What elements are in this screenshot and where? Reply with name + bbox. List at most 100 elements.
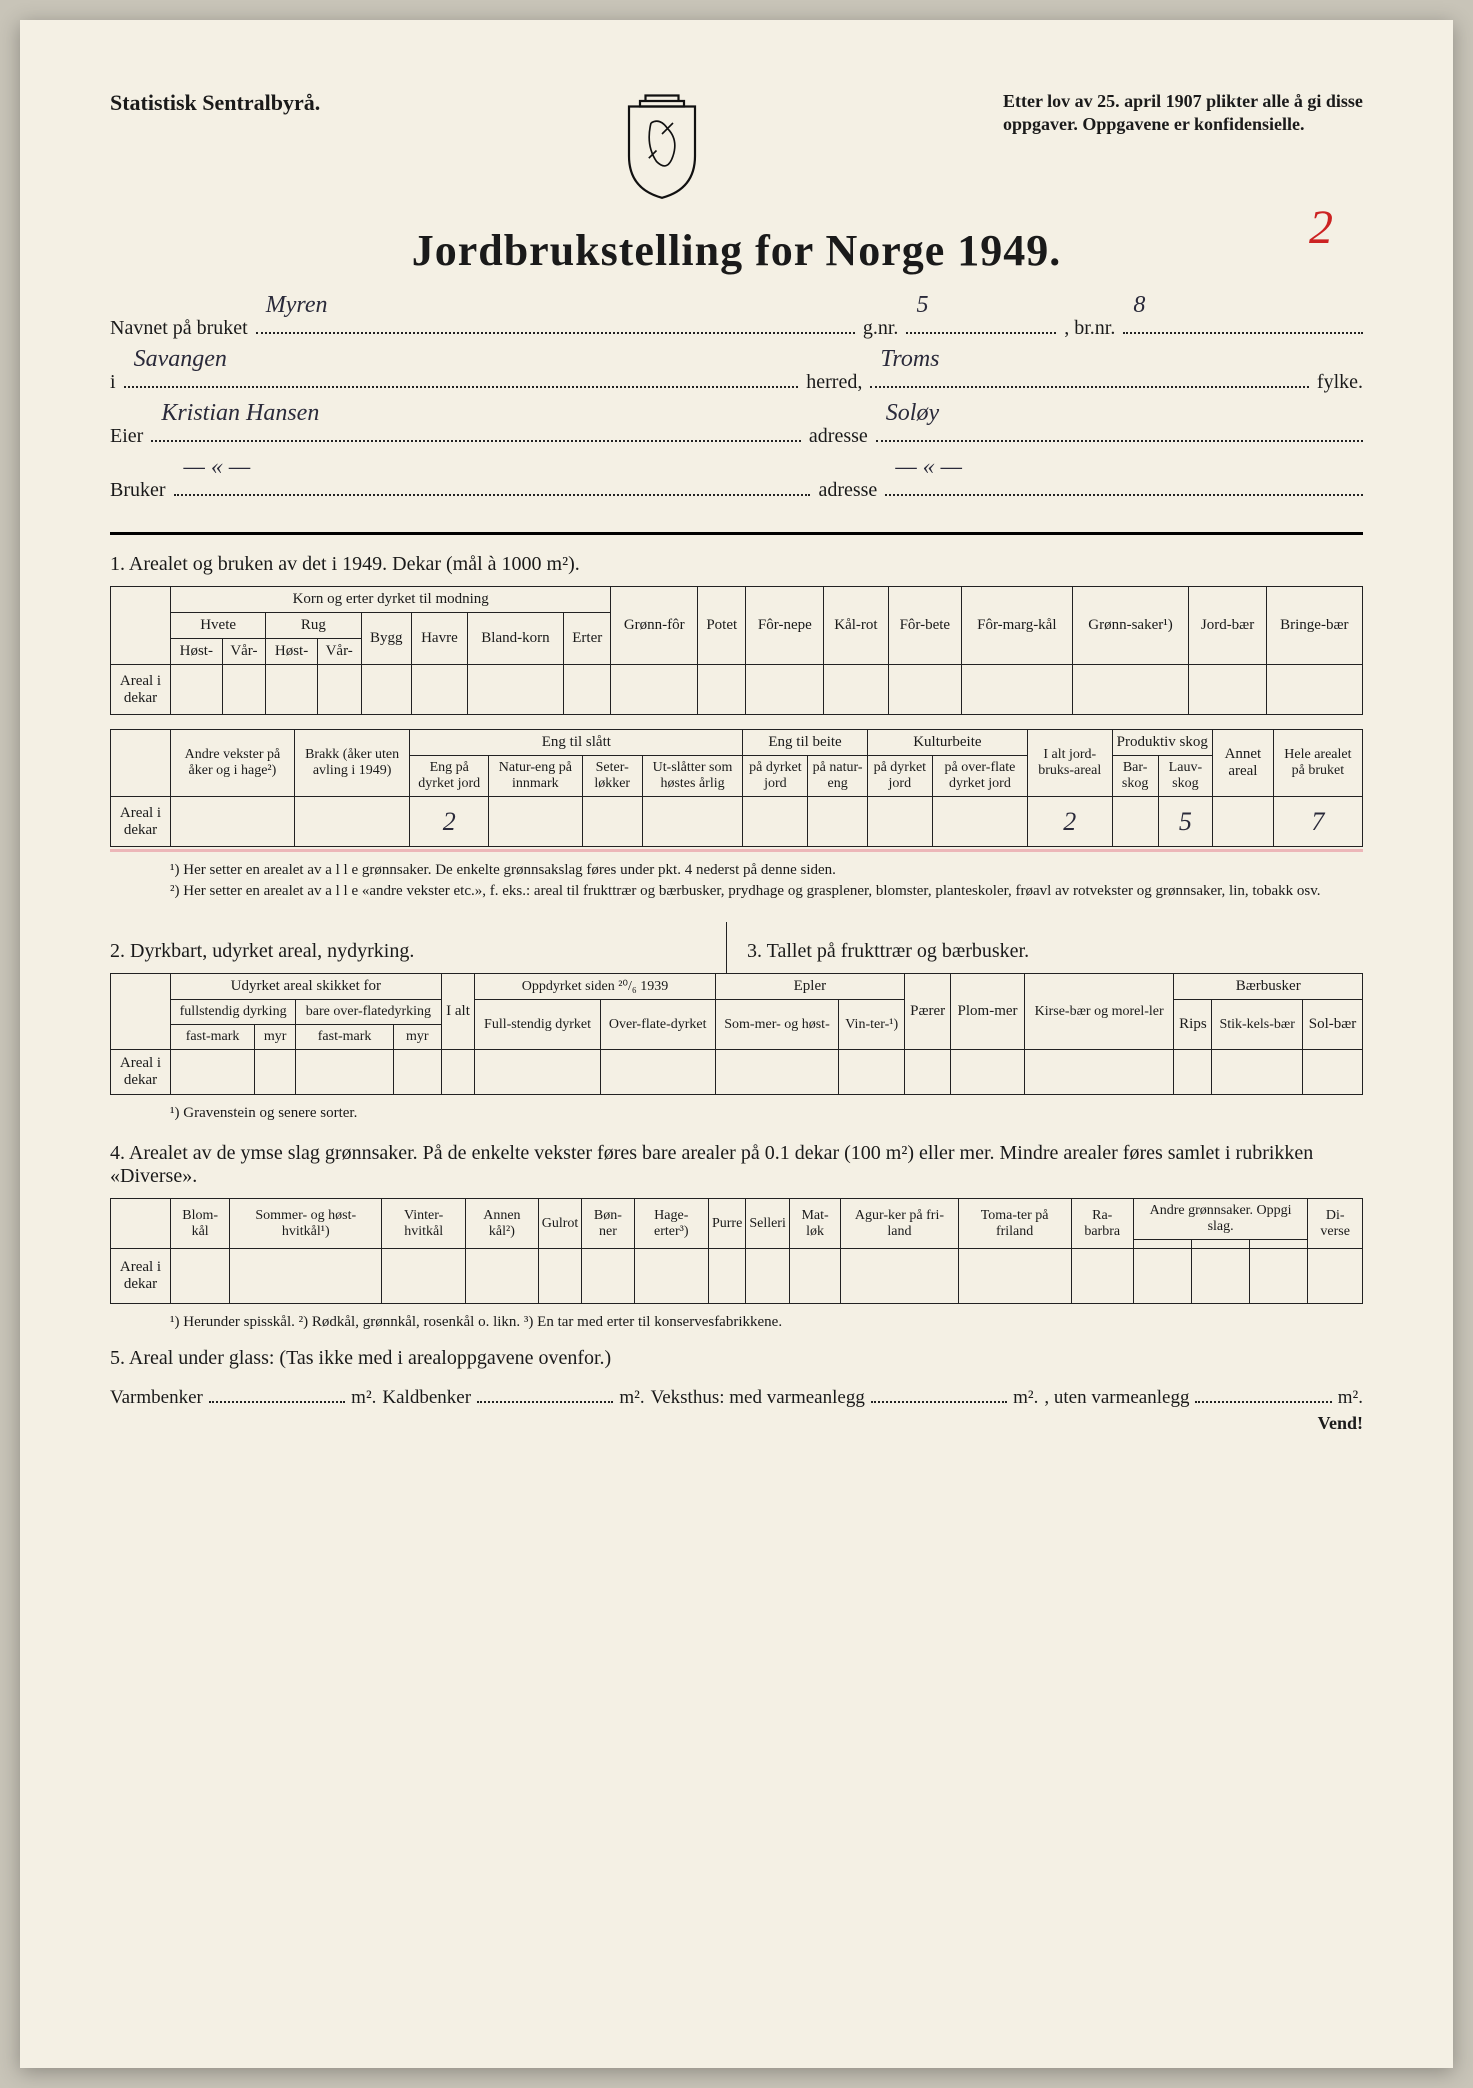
th-fullst: Full-stendig dyrket [475, 1000, 600, 1050]
field-gnr: 5 [916, 279, 928, 332]
row-label-1b: Areal i dekar [111, 797, 171, 847]
divider [110, 532, 1363, 535]
th-panatur: på natur-eng [808, 756, 867, 797]
th-var1: Vår- [222, 639, 266, 665]
th-fastmark2: fast-mark [296, 1025, 394, 1050]
th-seter: Seter-løkker [582, 756, 642, 797]
field-adresse2: — « — [895, 441, 962, 494]
th-oppdyrket: Oppdyrket siden ²⁰/₆ 1939 [475, 974, 715, 1000]
th-ialt2: I alt [441, 974, 475, 1050]
th-udyrket: Udyrket areal skikket for [171, 974, 442, 1000]
th-plommer: Plom-mer [951, 974, 1025, 1050]
footnotes-1: ¹) Her setter en arealet av a l l e grøn… [170, 860, 1363, 902]
th-bygg: Bygg [361, 613, 412, 665]
th-var2: Vår- [317, 639, 361, 665]
th-engdyrket: Eng på dyrket jord [410, 756, 489, 797]
th4-diverse: Di-verse [1308, 1199, 1363, 1249]
th-gronnsaker: Grønn-saker¹) [1072, 587, 1189, 665]
label-uten: , uten varmeanlegg [1044, 1387, 1189, 1409]
footnote-1-1: ¹) Her setter en arealet av a l l e grøn… [170, 860, 1363, 881]
section2-label: 2. Dyrkbart, udyrket areal, nydyrking. [110, 940, 726, 963]
th-kulturbeite: Kulturbeite [867, 730, 1027, 756]
th-formargkal: Fôr-marg-kål [962, 587, 1072, 665]
label-i: i [110, 360, 116, 404]
th-ialt: I alt jord-bruks-areal [1027, 730, 1112, 797]
label-adresse: adresse [809, 414, 868, 458]
th-bare: bare over-flatedyrking [296, 1000, 441, 1025]
th4-purre: Purre [708, 1199, 745, 1249]
th-prodskog: Produktiv skog [1112, 730, 1212, 756]
th-host2: Høst- [266, 639, 318, 665]
th-sommer: Som-mer- og høst- [715, 1000, 839, 1050]
m2-1: m². [351, 1387, 376, 1409]
th-erter: Erter [564, 613, 611, 665]
section4-label: 4. Arealet av de ymse slag grønnsaker. P… [110, 1142, 1363, 1188]
footnote-4: ¹) Herunder spisskål. ²) Rødkål, grønnkå… [170, 1312, 1363, 1333]
label-kaldbenker: Kaldbenker [382, 1387, 471, 1409]
th-rips: Rips [1174, 1000, 1212, 1050]
th-fullstendig: fullstendig dyrking [171, 1000, 296, 1025]
label-veksthus: Veksthus: med varmeanlegg [651, 1387, 865, 1409]
th4-agurk: Agur-ker på fri-land [841, 1199, 958, 1249]
label-varmbenker: Varmbenker [110, 1387, 203, 1409]
th-utslatter: Ut-slåtter som høstes årlig [642, 756, 743, 797]
th-bringebaer: Bringe-bær [1266, 587, 1362, 665]
th4-vinter: Vinter-hvitkål [382, 1199, 466, 1249]
th-kirse: Kirse-bær og morel-ler [1024, 974, 1174, 1050]
vend-label: Vend! [110, 1413, 1363, 1434]
header: Statistisk Sentralbyrå. Etter lov av 25.… [110, 90, 1363, 205]
m2-3: m². [1013, 1387, 1038, 1409]
th-solbaer: Sol-bær [1303, 1000, 1363, 1050]
agency-name: Statistisk Sentralbyrå. [110, 90, 320, 116]
th-padyrket2: på dyrket jord [867, 756, 932, 797]
th-brakk: Brakk (åker uten avling i 1949) [294, 730, 410, 797]
coat-of-arms-icon [617, 90, 707, 205]
val-engdyrket: 2 [410, 797, 489, 847]
property-form: Navnet på bruket Myren g.nr. 5 , br.nr. … [110, 306, 1363, 512]
th-engslatt: Eng til slått [410, 730, 743, 756]
table-1a: Korn og erter dyrket til modning Grønn-f… [110, 586, 1363, 715]
field-bruker: — « — [184, 441, 251, 494]
label-eier: Eier [110, 414, 143, 458]
label-brnr: , br.nr. [1064, 306, 1115, 350]
th4-selleri: Selleri [746, 1199, 790, 1249]
field-adresse: Soløy [886, 387, 939, 440]
th-overfl: Over-flate-dyrket [600, 1000, 715, 1050]
th-fastmark1: fast-mark [171, 1025, 255, 1050]
th-padyrket: på dyrket jord [743, 756, 808, 797]
th-natureng: Natur-eng på innmark [489, 756, 583, 797]
th-potet: Potet [698, 587, 746, 665]
document-page: Statistisk Sentralbyrå. Etter lov av 25.… [20, 20, 1453, 2068]
footnote-1-2: ²) Her setter en arealet av a l l e «and… [170, 881, 1363, 902]
th4-blomkal: Blom-kål [171, 1199, 230, 1249]
label-adresse2: adresse [818, 468, 877, 512]
th-barskog: Bar-skog [1112, 756, 1158, 797]
field-navnet: Myren [266, 279, 328, 332]
th-rug: Rug [266, 613, 361, 639]
th4-tomat: Toma-ter på friland [958, 1199, 1071, 1249]
table-2-3: Udyrket areal skikket for I alt Oppdyrke… [110, 973, 1363, 1095]
label-bruker: Bruker [110, 468, 166, 512]
th-paoverflate: på over-flate dyrket jord [932, 756, 1027, 797]
th4-bonner: Bøn-ner [582, 1199, 634, 1249]
th-engbeite: Eng til beite [743, 730, 867, 756]
th4-gulrot: Gulrot [538, 1199, 582, 1249]
th4-annen: Annen kål²) [466, 1199, 539, 1249]
th-jordbaer: Jord-bær [1189, 587, 1266, 665]
field-herred: Troms [880, 333, 939, 386]
val-ialt: 2 [1027, 797, 1112, 847]
th4-andre: Andre grønnsaker. Oppgi slag. [1133, 1199, 1308, 1240]
section5-line: Varmbenker m². Kaldbenker m². Veksthus: … [110, 1380, 1363, 1409]
th-epler: Epler [715, 974, 904, 1000]
th-havre: Havre [412, 613, 468, 665]
th-kalrot: Kål-rot [824, 587, 888, 665]
th-blandkorn: Bland-korn [467, 613, 563, 665]
field-brnr: 8 [1133, 279, 1145, 332]
label-herred: herred, [806, 360, 862, 404]
th4-sommer: Sommer- og høst-hvitkål¹) [230, 1199, 382, 1249]
m2-4: m². [1338, 1387, 1363, 1409]
th-stikkels: Stik-kels-bær [1212, 1000, 1303, 1050]
th4-rabarbra: Ra-barbra [1071, 1199, 1133, 1249]
section1-label: 1. Arealet og bruken av det i 1949. Deka… [110, 553, 1363, 576]
law-text: Etter lov av 25. april 1907 plikter alle… [1003, 90, 1363, 137]
